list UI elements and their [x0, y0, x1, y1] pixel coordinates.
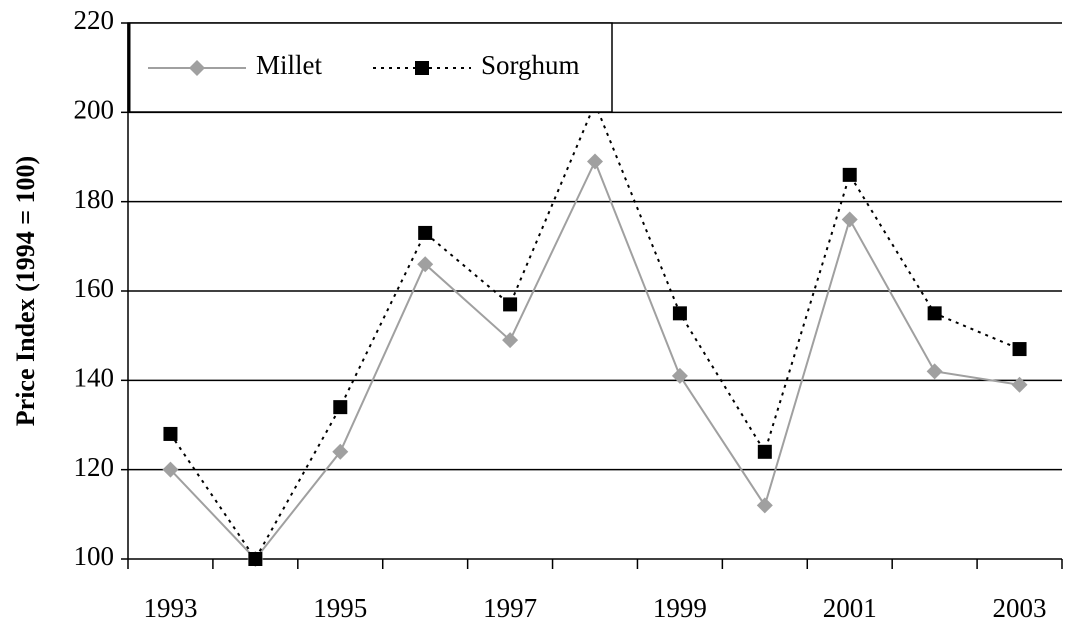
point	[162, 461, 179, 478]
point	[587, 153, 603, 170]
point	[189, 60, 205, 76]
point	[503, 297, 518, 312]
point	[502, 332, 519, 349]
point	[756, 497, 773, 514]
x-tick-label: 1993	[143, 593, 197, 623]
point	[842, 167, 857, 182]
x-tick-label: 1997	[483, 593, 537, 623]
point	[248, 552, 263, 566]
series-line	[169, 100, 1020, 561]
x-tick-label: 2003	[993, 593, 1047, 623]
point	[418, 225, 433, 240]
point	[1012, 342, 1027, 357]
point	[841, 211, 858, 228]
y-tick-label: 220	[74, 5, 115, 35]
point	[417, 256, 434, 273]
point	[927, 306, 942, 321]
y-tick-label: 180	[74, 184, 115, 214]
point	[1011, 376, 1028, 393]
x-tick-label: 2001	[823, 593, 877, 623]
y-tick-label: 100	[74, 541, 115, 571]
point	[757, 444, 772, 459]
point	[926, 363, 943, 380]
legend-label: Sorghum	[481, 50, 580, 80]
y-tick-label: 200	[74, 95, 115, 125]
point	[332, 443, 349, 460]
point	[671, 367, 688, 384]
series-line	[169, 158, 1020, 561]
point	[672, 306, 687, 321]
legend-label: Millet	[256, 50, 322, 80]
y-axis-label: Price Index (1994 = 100)	[11, 156, 40, 426]
y-tick-label: 140	[74, 363, 115, 393]
x-tick-label: 1999	[653, 593, 707, 623]
y-tick-label: 160	[74, 273, 115, 303]
point	[163, 426, 178, 441]
point	[333, 400, 348, 415]
point	[415, 61, 429, 75]
y-tick-label: 120	[74, 452, 115, 482]
x-tick-label: 1995	[313, 593, 367, 623]
